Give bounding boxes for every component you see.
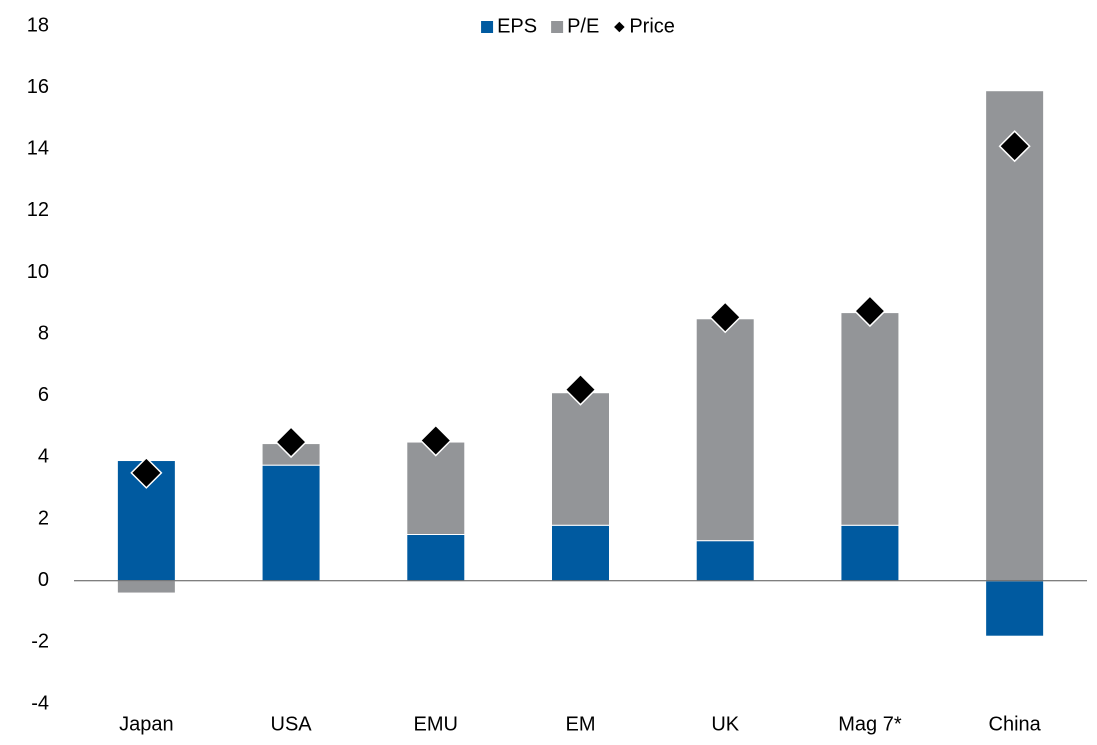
legend-swatch xyxy=(551,21,564,33)
legend-swatch xyxy=(481,21,494,33)
bar xyxy=(406,534,466,582)
bar xyxy=(261,464,321,582)
y-tick-label: 0 xyxy=(38,569,49,591)
y-tick-label: 8 xyxy=(38,322,49,344)
y-tick-label: 4 xyxy=(38,446,49,468)
y-tick-label: 12 xyxy=(27,199,49,221)
x-tick-label: USA xyxy=(271,713,313,735)
y-tick-label: 10 xyxy=(27,261,49,283)
x-tick-label: Mag 7* xyxy=(838,713,902,735)
legend-label: Price xyxy=(629,15,675,37)
y-tick-label: 6 xyxy=(38,384,49,406)
x-tick-label: EM xyxy=(566,713,596,735)
price-marker xyxy=(130,456,163,489)
legend-swatch xyxy=(612,20,627,34)
bar xyxy=(551,392,610,526)
bar xyxy=(695,540,755,582)
y-tick-label: -4 xyxy=(31,692,49,714)
y-tick-label: 14 xyxy=(27,138,49,160)
x-tick-label: Japan xyxy=(119,713,174,735)
price-marker xyxy=(275,425,308,459)
bar xyxy=(116,580,176,594)
y-tick-label: 16 xyxy=(27,76,49,98)
bar xyxy=(551,524,610,582)
bar xyxy=(840,524,900,582)
bar xyxy=(840,312,900,526)
price-marker xyxy=(709,301,742,334)
bar xyxy=(985,90,1045,582)
price-marker xyxy=(853,295,886,328)
y-tick-label: -2 xyxy=(31,631,49,653)
y-tick-label: 18 xyxy=(27,14,49,36)
price-marker xyxy=(998,130,1031,163)
bar xyxy=(695,318,755,542)
price-marker xyxy=(419,424,452,457)
x-tick-label: UK xyxy=(711,713,739,735)
legend-label: EPS xyxy=(497,15,537,37)
legend-label: P/E xyxy=(567,15,599,37)
y-tick-label: 2 xyxy=(38,507,49,529)
price-marker xyxy=(564,373,597,406)
x-tick-label: EMU xyxy=(414,713,458,735)
x-tick-label: China xyxy=(989,713,1042,735)
bar xyxy=(985,580,1045,637)
